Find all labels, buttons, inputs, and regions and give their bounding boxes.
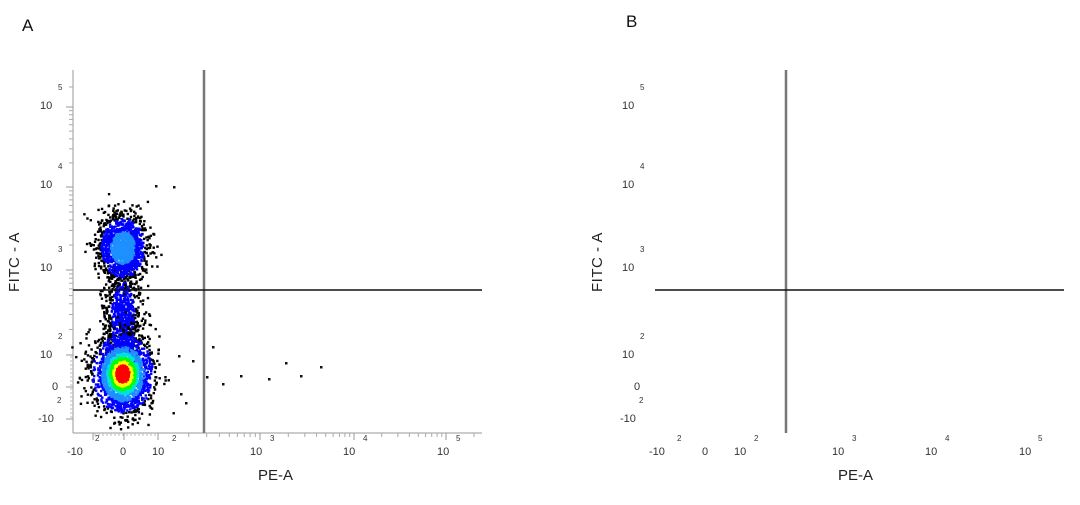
y-tick-exp: 3 bbox=[640, 245, 645, 254]
y-tick-exp: 5 bbox=[58, 83, 63, 92]
y-axis-label-a: FITC - A bbox=[6, 232, 23, 292]
y-axis-a bbox=[66, 70, 74, 433]
x-tick-label: 10 bbox=[437, 446, 450, 458]
x-tick-label: 10 bbox=[925, 446, 938, 458]
x-tick-exp: 2 bbox=[677, 434, 682, 443]
y-tick-exp: 4 bbox=[640, 162, 645, 171]
x-tick-exp: 2 bbox=[95, 434, 100, 443]
y-tick-label: 0 bbox=[634, 381, 641, 393]
x-tick-label: 0 bbox=[120, 446, 127, 458]
y-tick-exp: 2 bbox=[639, 396, 644, 405]
panel-a: A FITC - A PE-A -10 2 0 10 2 10 3 10 4 1… bbox=[6, 16, 482, 484]
y-tick-exp: 2 bbox=[640, 332, 645, 341]
density-dots-a bbox=[71, 185, 323, 431]
x-axis-label-a: PE-A bbox=[258, 467, 294, 484]
x-tick-label: 10 bbox=[1019, 446, 1032, 458]
y-axis-label-b: FITC - A bbox=[589, 232, 606, 292]
x-tick-label: 10 bbox=[734, 446, 747, 458]
x-tick-label: 0 bbox=[702, 446, 709, 458]
y-tick-label: 10 bbox=[40, 100, 53, 112]
x-tick-label: -10 bbox=[67, 446, 83, 458]
y-tick-exp: 5 bbox=[640, 83, 645, 92]
y-tick-label: 10 bbox=[622, 349, 635, 361]
x-axis-a bbox=[73, 432, 482, 440]
x-tick-exp: 5 bbox=[456, 434, 461, 443]
y-tick-label: 10 bbox=[622, 179, 635, 191]
panel-label-a: A bbox=[22, 16, 34, 35]
y-tick-exp: 2 bbox=[57, 396, 62, 405]
y-tick-label: -10 bbox=[620, 413, 636, 425]
y-tick-label: 10 bbox=[40, 349, 53, 361]
x-tick-exp: 3 bbox=[270, 434, 275, 443]
y-tick-exp: 3 bbox=[58, 245, 63, 254]
x-tick-label: -10 bbox=[649, 446, 665, 458]
y-tick-label: 10 bbox=[622, 100, 635, 112]
y-tick-exp: 4 bbox=[58, 162, 63, 171]
x-tick-exp: 4 bbox=[363, 434, 368, 443]
x-tick-label: 10 bbox=[832, 446, 845, 458]
y-tick-label: -10 bbox=[38, 413, 54, 425]
y-tick-exp: 2 bbox=[58, 332, 63, 341]
x-tick-label: 10 bbox=[152, 446, 165, 458]
plot-area-a bbox=[66, 70, 482, 440]
y-tick-label: 10 bbox=[40, 262, 53, 274]
panel-b: B FITC - A PE-A -10 2 0 10 2 10 3 10 4 1… bbox=[540, 0, 1080, 505]
x-tick-exp: 5 bbox=[1038, 434, 1043, 443]
x-tick-exp: 3 bbox=[852, 434, 857, 443]
y-tick-label: 0 bbox=[52, 381, 59, 393]
x-tick-exp: 2 bbox=[172, 434, 177, 443]
x-tick-exp: 2 bbox=[754, 434, 759, 443]
panel-label-b: B bbox=[626, 12, 638, 31]
x-tick-label: 10 bbox=[343, 446, 356, 458]
x-axis-label-b: PE-A bbox=[838, 467, 874, 484]
y-tick-label: 10 bbox=[622, 262, 635, 274]
y-tick-label: 10 bbox=[40, 179, 53, 191]
plot-area-b bbox=[655, 70, 1064, 433]
x-tick-exp: 4 bbox=[945, 434, 950, 443]
x-tick-label: 10 bbox=[250, 446, 263, 458]
